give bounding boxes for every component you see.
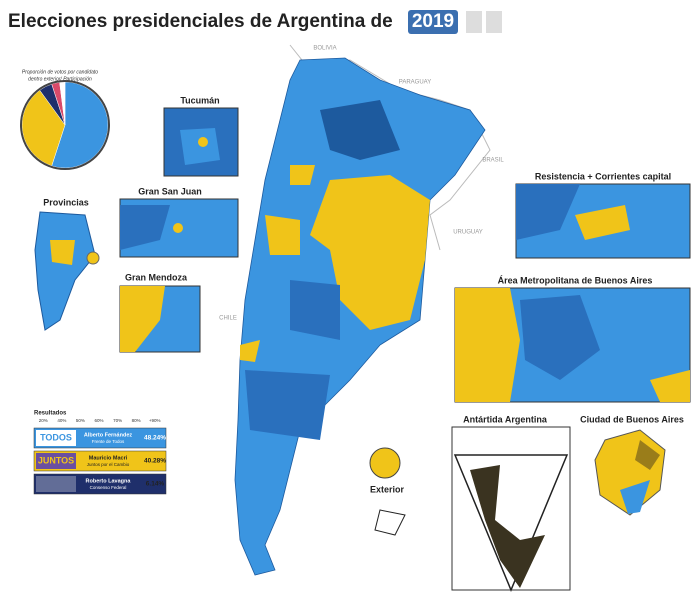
scale-label: 80% (132, 418, 141, 423)
title: Elecciones presidenciales de Argentina d… (8, 11, 393, 32)
candidate-logo-box (36, 453, 76, 469)
inset-label: Exterior (370, 484, 405, 494)
portrait (466, 11, 482, 33)
candidate-party: Consenso Federal (90, 485, 127, 490)
region (635, 440, 660, 470)
pie (21, 81, 109, 169)
country-label: BRASIL (482, 158, 504, 164)
islands (374, 509, 406, 536)
scale-label: 70% (113, 418, 122, 423)
legend: 20% 40% 50% 60% 70% 80% +90% TODOS Alberto Ferná… (33, 418, 167, 495)
inset-label: Resistencia + Corrientes capital (535, 171, 671, 181)
region (575, 205, 630, 240)
region (120, 286, 165, 352)
region (516, 184, 580, 240)
candidate-logo: JUNTOS (38, 455, 74, 465)
globe (369, 447, 401, 479)
region (173, 223, 183, 233)
pie-caption: Proporción de votos por candidato (22, 69, 98, 75)
region (290, 165, 315, 185)
scale-label: 40% (57, 418, 66, 423)
candidate-name: Mauricio Macri (89, 455, 128, 461)
year-box (408, 10, 458, 34)
pie-slice (21, 89, 66, 167)
candidate-logo-box (36, 476, 76, 492)
scale-label: +90% (149, 418, 161, 423)
portrait (486, 11, 502, 33)
region (265, 215, 300, 255)
country-label: CHILE (219, 316, 237, 322)
candidate-result: 48.24% (144, 435, 166, 442)
candidate-result: 6.14% (146, 481, 165, 488)
region (86, 251, 100, 265)
region (245, 370, 330, 440)
scale-label: 60% (94, 418, 103, 423)
region (620, 480, 650, 514)
candidate-logo: TODOS (40, 432, 72, 442)
country-label: URUGUAY (453, 230, 483, 236)
region (50, 240, 75, 265)
region (290, 280, 340, 340)
candidate-result: 40.28% (144, 458, 166, 465)
inset-label: Tucumán (180, 95, 219, 105)
country-label: BOLIVIA (313, 46, 336, 52)
inset-label: Provincias (43, 197, 89, 207)
inset-label: Gran Mendoza (125, 272, 188, 282)
region (180, 128, 220, 165)
country-label: PARAGUAY (399, 80, 431, 86)
scale-label: 20% (39, 418, 48, 423)
region (455, 288, 520, 402)
inset-label: Antártida Argentina (463, 414, 548, 424)
candidate-name: Alberto Fernández (84, 432, 133, 438)
candidate-name: Roberto Lavagna (86, 478, 132, 484)
antarctica (470, 465, 545, 588)
pie-rim (20, 80, 110, 170)
region (650, 370, 690, 402)
pie-caption: dentro exterior/ Participación (28, 76, 92, 82)
region (240, 340, 260, 362)
candidate-row (33, 473, 167, 495)
candidate-logo-box (36, 430, 76, 446)
region (320, 100, 400, 160)
inset-label: Gran San Juan (138, 186, 202, 196)
inset-label: Área Metropolitana de Buenos Aires (498, 275, 653, 285)
legend-title: Resultados (34, 411, 67, 417)
candidate-party: Juntos por el Cambio (87, 462, 130, 467)
year: 2019 (412, 11, 454, 32)
scale-label: 50% (76, 418, 85, 423)
inset-provincias (34, 211, 96, 331)
candidate-party: Frente de Todos (92, 439, 125, 444)
region (198, 137, 208, 147)
inset-label: Ciudad de Buenos Aires (580, 414, 684, 424)
region (120, 205, 170, 250)
pie-slice (51, 81, 109, 169)
region (520, 295, 600, 380)
